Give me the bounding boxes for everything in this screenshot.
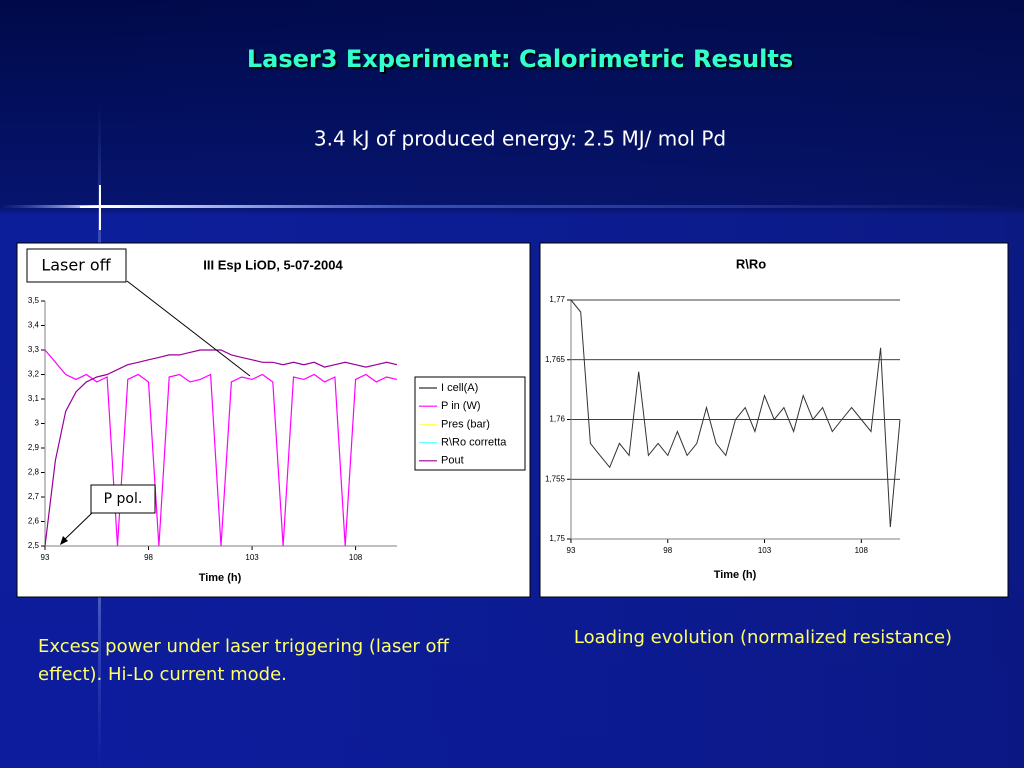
x-tick-label: 93: [567, 546, 576, 555]
slide-subtitle: 3.4 kJ of produced energy: 2.5 MJ/ mol P…: [314, 127, 726, 151]
legend-box: [414, 376, 526, 471]
slide-title: Laser3 Experiment: Calorimetric Results: [247, 45, 793, 73]
data-line: [570, 299, 901, 528]
y-tick-label: 3,2: [28, 370, 40, 379]
x-tick-label: 98: [663, 546, 672, 555]
y-tick-label: 2,5: [28, 541, 40, 550]
chart-title: R\Ro: [736, 256, 766, 271]
y-tick-label: 1,755: [545, 474, 566, 483]
data-line: [44, 349, 398, 547]
x-tick-label: 103: [245, 553, 259, 562]
caption-left: Excess power under laser triggering (las…: [38, 636, 449, 685]
x-tick-label: 103: [758, 546, 772, 555]
star-horizontal: [0, 205, 1024, 208]
annotation-box: [26, 248, 127, 283]
legend-label: I cell(A): [441, 382, 478, 394]
annotation-box: [90, 484, 156, 514]
data-line: [44, 349, 398, 547]
y-tick-label: 2,8: [28, 468, 40, 477]
x-tick-label: 108: [349, 553, 363, 562]
charts: III Esp LiOD, 5-07-2004 Time (h) 2,5 2,6 2,7…: [16, 242, 1009, 598]
y-tick-label: 1,77: [549, 295, 565, 304]
star-core: [99, 185, 101, 230]
y-tick-label: 1,76: [549, 415, 565, 424]
caption-right: Loading evolution (normalized resistance…: [573, 627, 953, 648]
annotation-text: Laser off: [41, 256, 111, 275]
y-tick-label: 3: [35, 419, 40, 428]
y-tick-label: 1,75: [549, 534, 565, 543]
x-tick-label: 108: [855, 546, 869, 555]
x-tick-label: 93: [41, 553, 50, 562]
annotation-arrowhead: [60, 536, 68, 545]
annotation-laser-off: Laser off: [26, 248, 251, 377]
x-axis-label: Time (h): [199, 572, 242, 584]
annotation-text: P pol.: [104, 491, 143, 507]
annotation-arrow: [61, 511, 94, 543]
legend-label: Pout: [441, 455, 464, 467]
y-tick-label: 2,7: [28, 492, 40, 501]
x-axis-label: Time (h): [714, 569, 757, 581]
annotation-p-pol: P pol.: [60, 484, 156, 545]
y-tick-label: 2,6: [28, 517, 40, 526]
y-tick-label: 1,765: [545, 355, 566, 364]
y-tick-label: 3,3: [28, 345, 40, 354]
y-tick-label: 2,9: [28, 443, 40, 452]
y-tick-label: 3,5: [28, 296, 40, 305]
legend-label: P in (W): [441, 400, 481, 412]
legend-label: Pres (bar): [441, 418, 490, 430]
legend-label: R\Ro corretta: [441, 437, 507, 449]
y-tick-label: 3,1: [28, 394, 40, 403]
x-tick-label: 98: [144, 553, 153, 562]
chart-title: III Esp LiOD, 5-07-2004: [203, 257, 343, 272]
annotation-arrow: [126, 280, 251, 377]
y-tick-label: 3,4: [28, 321, 40, 330]
